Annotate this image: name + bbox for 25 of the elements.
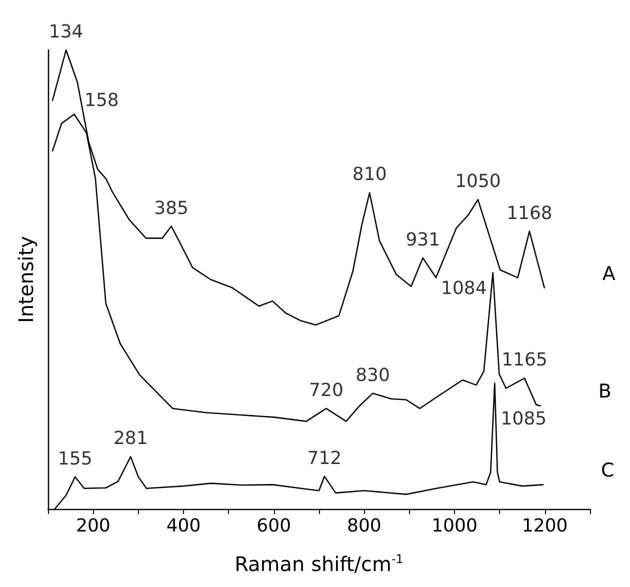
x-tick-label: 200: [76, 516, 110, 536]
annotation: 720: [309, 380, 344, 401]
annotation: 1084: [440, 278, 487, 300]
y-axis-title: Intensity: [14, 236, 38, 324]
annotation: 1085: [500, 408, 547, 430]
text: A: [602, 262, 616, 285]
x-tick-label: 600: [256, 516, 292, 536]
annotation: 810: [352, 164, 387, 186]
x-tick-label: 1200: [522, 516, 568, 536]
text: B: [598, 380, 612, 403]
x-tick-label: 400: [166, 516, 201, 536]
annotation: 830: [356, 364, 390, 386]
annotation: 281: [113, 428, 148, 450]
annotation: 1165: [502, 350, 548, 371]
annotation: 1168: [506, 202, 552, 224]
annotation: 158: [84, 90, 119, 111]
annotation: 931: [406, 229, 440, 250]
annotation: 712: [307, 448, 342, 469]
x-tick-label: 800: [346, 516, 382, 536]
text: C: [601, 460, 614, 482]
annotation: 155: [58, 448, 92, 470]
annotation: 1050: [455, 171, 501, 192]
x-tick-label: 1000: [432, 516, 478, 536]
annotation: 385: [154, 198, 188, 219]
annotation: 134: [48, 22, 84, 42]
